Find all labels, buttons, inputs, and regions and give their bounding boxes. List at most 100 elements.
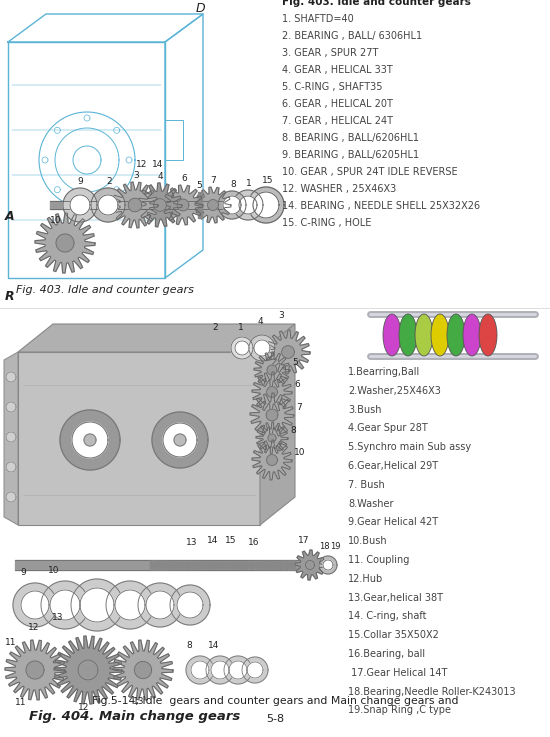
Text: 12.Hub: 12.Hub [348,574,383,584]
Text: 7. Bush: 7. Bush [348,480,385,490]
Polygon shape [63,188,97,222]
Text: 14: 14 [207,536,218,545]
Polygon shape [106,581,154,629]
Text: 7: 7 [210,176,216,185]
Text: 18.Bearing,Needle Roller-K243013: 18.Bearing,Needle Roller-K243013 [348,687,516,696]
Polygon shape [21,591,49,619]
Text: 19.Snap Ring ,C type: 19.Snap Ring ,C type [348,705,451,716]
Polygon shape [4,352,18,525]
Ellipse shape [431,314,449,356]
Polygon shape [233,190,263,220]
Text: 13: 13 [52,613,63,622]
Text: 7. GEAR , HELICAL 24T: 7. GEAR , HELICAL 24T [282,116,393,126]
Text: 11. Coupling: 11. Coupling [348,555,409,565]
Polygon shape [26,661,44,679]
Ellipse shape [479,314,497,356]
Polygon shape [250,393,294,437]
Text: 3: 3 [278,311,284,320]
Text: 9: 9 [77,177,82,186]
Text: 6: 6 [181,174,187,183]
Text: 15: 15 [262,176,273,185]
Polygon shape [295,550,325,580]
Polygon shape [18,324,295,352]
Text: 4. GEAR , HELICAL 33T: 4. GEAR , HELICAL 33T [282,65,393,75]
Polygon shape [252,440,292,480]
Polygon shape [282,346,294,358]
Polygon shape [50,590,80,620]
Polygon shape [134,661,152,679]
Polygon shape [6,372,16,382]
Polygon shape [231,337,253,359]
Polygon shape [177,199,189,211]
Polygon shape [267,387,277,397]
Polygon shape [163,185,203,225]
Ellipse shape [447,314,465,356]
Ellipse shape [383,314,401,356]
Text: 3. GEAR , SPUR 27T: 3. GEAR , SPUR 27T [282,48,378,58]
Polygon shape [84,434,96,446]
Polygon shape [98,195,118,215]
Text: 2. BEARING , BALL/ 6306HL1: 2. BEARING , BALL/ 6306HL1 [282,31,422,41]
Text: 5-8: 5-8 [266,714,284,724]
Text: 8: 8 [290,426,296,435]
Text: 9.Gear Helical 42T: 9.Gear Helical 42T [348,517,438,528]
Text: 9. BEARING , BALL/6205HL1: 9. BEARING , BALL/6205HL1 [282,150,419,160]
Text: 10.Bush: 10.Bush [348,537,388,546]
Polygon shape [138,583,182,627]
Polygon shape [56,234,74,252]
Polygon shape [18,352,260,525]
Text: 11: 11 [15,698,26,707]
Text: 14. C-ring, shaft: 14. C-ring, shaft [348,612,426,621]
Text: 13: 13 [133,697,145,706]
Polygon shape [267,455,277,465]
Polygon shape [6,402,16,412]
Text: 8.Washer: 8.Washer [348,499,393,509]
Polygon shape [80,588,114,622]
Text: 10: 10 [48,566,59,575]
Polygon shape [247,662,263,678]
Text: 12. WASHER , 25X46X3: 12. WASHER , 25X46X3 [282,184,396,194]
Polygon shape [41,581,89,629]
Text: 3.Bush: 3.Bush [348,405,382,415]
Polygon shape [254,352,290,388]
Text: 8. BEARING , BALL/6206HL1: 8. BEARING , BALL/6206HL1 [282,133,419,143]
Polygon shape [71,579,123,631]
Polygon shape [78,660,98,680]
Text: 10. GEAR , SPUR 24T IDLE REVERSE: 10. GEAR , SPUR 24T IDLE REVERSE [282,167,458,177]
Text: 5: 5 [196,181,202,190]
Text: 2.Washer,25X46X3: 2.Washer,25X46X3 [348,385,441,396]
Polygon shape [60,410,120,470]
Polygon shape [323,560,333,570]
Polygon shape [13,583,57,627]
Text: 14: 14 [152,160,163,169]
Text: 19: 19 [330,542,340,551]
Polygon shape [6,462,16,472]
Polygon shape [186,656,214,684]
Text: 17: 17 [298,536,310,545]
Ellipse shape [463,314,481,356]
Text: D: D [196,2,206,15]
Text: 9: 9 [20,568,26,577]
Polygon shape [256,422,288,454]
Text: 1: 1 [246,179,252,188]
Polygon shape [195,187,231,223]
Polygon shape [35,213,95,273]
Polygon shape [319,556,337,574]
Polygon shape [239,196,257,214]
Polygon shape [249,335,275,361]
Text: 11: 11 [5,638,16,647]
Text: 5: 5 [292,358,298,367]
Polygon shape [268,434,276,442]
Polygon shape [211,661,229,679]
Polygon shape [152,412,208,468]
Ellipse shape [399,314,417,356]
Polygon shape [305,561,315,570]
Text: 4.Gear Spur 28T: 4.Gear Spur 28T [348,423,428,433]
Text: 15.Collar 35X50X2: 15.Collar 35X50X2 [348,630,439,640]
Text: 10: 10 [50,216,62,225]
Text: Fig. 404. Main change gears: Fig. 404. Main change gears [29,710,241,723]
Text: 6.Gear,Helical 29T: 6.Gear,Helical 29T [348,461,438,471]
Text: 13: 13 [186,538,197,547]
Text: 1: 1 [238,323,244,332]
Polygon shape [224,656,252,684]
